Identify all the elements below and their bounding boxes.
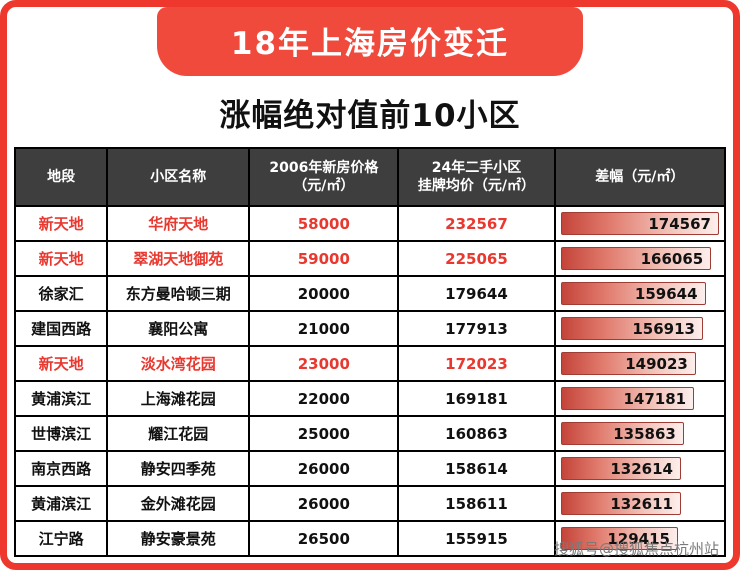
district-cell: 徐家汇: [13, 275, 109, 312]
table-row: 江宁路 静安豪景苑 26500 155915 129415: [13, 520, 727, 557]
diff-value: 132611: [610, 494, 673, 513]
community-name-cell: 华府天地: [106, 205, 251, 242]
price-2024-cell: 158614: [397, 450, 556, 487]
diff-bar: 132614: [560, 457, 681, 480]
diff-bar: 132611: [560, 492, 681, 515]
price-2006-cell: 23000: [248, 345, 400, 382]
diff-bar: 129415: [560, 527, 678, 550]
page-title: 18年上海房价变迁: [230, 26, 510, 62]
diff-bar: 135863: [560, 422, 684, 445]
diff-cell: 156913: [553, 310, 727, 347]
price-2006-cell: 26500: [248, 520, 400, 557]
col-header-price-2006: 2006年新房价格 （元/㎡）: [248, 147, 400, 207]
price-2024-cell: 155915: [397, 520, 556, 557]
price-2006-cell: 59000: [248, 240, 400, 277]
community-name-cell: 耀江花园: [106, 415, 251, 452]
table-row: 徐家汇 东方曼哈顿三期 20000 179644 159644: [13, 275, 727, 312]
diff-value: 147181: [623, 389, 687, 408]
table-body: 新天地 华府天地 58000 232567 174567 新天地 翠湖天地御苑 59000 22…: [13, 205, 727, 557]
district-cell: 世博滨江: [13, 415, 109, 452]
diff-value: 135863: [613, 424, 676, 443]
diff-value: 156913: [632, 319, 695, 338]
district-cell: 黄浦滨江: [13, 380, 109, 417]
price-2024-cell: 179644: [397, 275, 556, 312]
diff-bar: 174567: [560, 212, 719, 235]
table-row: 建国西路 襄阳公寓 21000 177913 156913: [13, 310, 727, 347]
district-cell: 新天地: [13, 345, 109, 382]
diff-bar: 166065: [560, 247, 712, 270]
district-cell: 建国西路: [13, 310, 109, 347]
price-2024-cell: 158611: [397, 485, 556, 522]
diff-cell: 149023: [553, 345, 727, 382]
col-header-diff: 差幅（元/㎡）: [553, 147, 727, 207]
diff-cell: 147181: [553, 380, 727, 417]
diff-bar: 159644: [560, 282, 706, 305]
table-row: 新天地 华府天地 58000 232567 174567: [13, 205, 727, 242]
table-row: 黄浦滨江 上海滩花园 22000 169181 147181: [13, 380, 727, 417]
table-row: 黄浦滨江 金外滩花园 26000 158611 132611: [13, 485, 727, 522]
diff-value: 129415: [607, 529, 670, 548]
title-banner: 18年上海房价变迁: [157, 7, 583, 76]
table-row: 新天地 淡水湾花园 23000 172023 149023: [13, 345, 727, 382]
diff-value: 149023: [625, 354, 688, 373]
community-name-cell: 襄阳公寓: [106, 310, 251, 347]
price-2006-cell: 25000: [248, 415, 400, 452]
diff-value: 159644: [634, 284, 698, 303]
diff-cell: 174567: [553, 205, 727, 242]
district-cell: 南京西路: [13, 450, 109, 487]
price-2024-cell: 232567: [397, 205, 556, 242]
district-cell: 黄浦滨江: [13, 485, 109, 522]
diff-bar: 156913: [560, 317, 703, 340]
table-row: 南京西路 静安四季苑 26000 158614 132614: [13, 450, 727, 487]
diff-value: 174567: [648, 214, 711, 233]
price-2006-cell: 22000: [248, 380, 400, 417]
community-name-cell: 翠湖天地御苑: [106, 240, 251, 277]
diff-cell: 132614: [553, 450, 727, 487]
diff-bar: 149023: [560, 352, 696, 375]
diff-bar: 147181: [560, 387, 695, 410]
diff-cell: 129415: [553, 520, 727, 557]
col-header-price-2024: 24年二手小区 挂牌均价（元/㎡）: [397, 147, 556, 207]
diff-value: 132614: [610, 459, 673, 478]
community-name-cell: 静安四季苑: [106, 450, 251, 487]
diff-cell: 166065: [553, 240, 727, 277]
col-header-district: 地段: [13, 147, 109, 207]
diff-cell: 132611: [553, 485, 727, 522]
diff-cell: 159644: [553, 275, 727, 312]
community-name-cell: 东方曼哈顿三期: [106, 275, 251, 312]
table-header-row: 地段 小区名称 2006年新房价格 （元/㎡） 24年二手小区 挂牌均价（元/㎡…: [13, 147, 727, 207]
subtitle: 涨幅绝对值前10小区: [219, 98, 521, 134]
community-name-cell: 静安豪景苑: [106, 520, 251, 557]
community-name-cell: 上海滩花园: [106, 380, 251, 417]
community-name-cell: 金外滩花园: [106, 485, 251, 522]
price-2024-cell: 177913: [397, 310, 556, 347]
price-2006-cell: 26000: [248, 450, 400, 487]
district-cell: 江宁路: [13, 520, 109, 557]
table-row: 世博滨江 耀江花园 25000 160863 135863: [13, 415, 727, 452]
price-2024-cell: 172023: [397, 345, 556, 382]
diff-value: 166065: [640, 249, 704, 268]
district-cell: 新天地: [13, 240, 109, 277]
district-cell: 新天地: [13, 205, 109, 242]
price-2006-cell: 58000: [248, 205, 400, 242]
price-2024-cell: 169181: [397, 380, 556, 417]
price-2024-cell: 160863: [397, 415, 556, 452]
watermark: 搜狐号@搜狐焦点杭州站: [553, 540, 719, 558]
col-header-community: 小区名称: [106, 147, 251, 207]
diff-cell: 135863: [553, 415, 727, 452]
table-row: 新天地 翠湖天地御苑 59000 225065 166065: [13, 240, 727, 277]
price-table: 地段 小区名称 2006年新房价格 （元/㎡） 24年二手小区 挂牌均价（元/㎡…: [13, 147, 727, 557]
price-2006-cell: 20000: [248, 275, 400, 312]
community-name-cell: 淡水湾花园: [106, 345, 251, 382]
price-2024-cell: 225065: [397, 240, 556, 277]
price-2006-cell: 26000: [248, 485, 400, 522]
price-2006-cell: 21000: [248, 310, 400, 347]
